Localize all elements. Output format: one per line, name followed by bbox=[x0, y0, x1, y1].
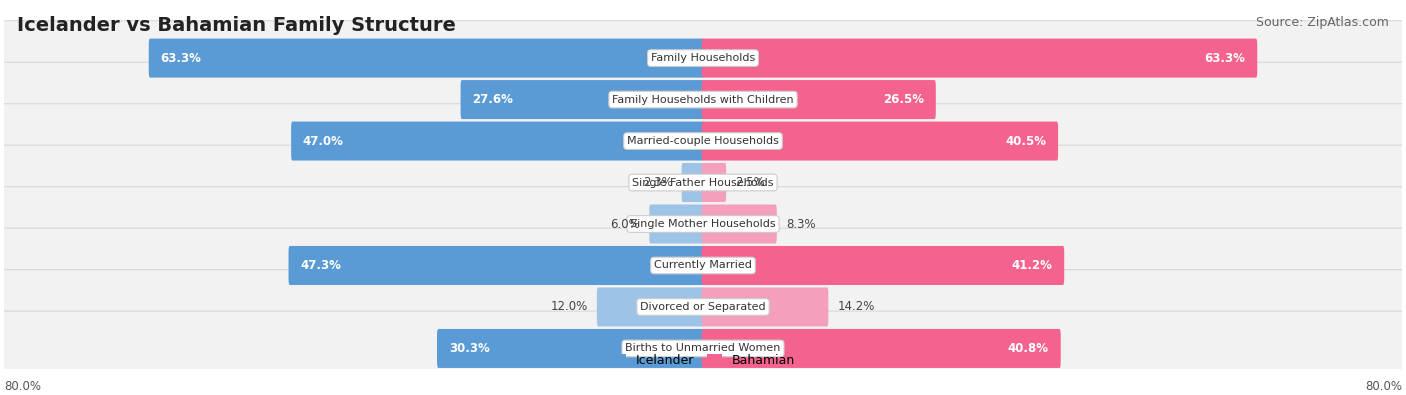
Text: 63.3%: 63.3% bbox=[1205, 52, 1246, 65]
Text: 63.3%: 63.3% bbox=[160, 52, 201, 65]
FancyBboxPatch shape bbox=[650, 205, 704, 243]
FancyBboxPatch shape bbox=[702, 246, 1064, 285]
FancyBboxPatch shape bbox=[702, 80, 936, 119]
Text: Source: ZipAtlas.com: Source: ZipAtlas.com bbox=[1256, 16, 1389, 29]
Text: Married-couple Households: Married-couple Households bbox=[627, 136, 779, 146]
FancyBboxPatch shape bbox=[149, 39, 704, 77]
Text: 2.5%: 2.5% bbox=[735, 176, 765, 189]
Text: Single Father Households: Single Father Households bbox=[633, 177, 773, 188]
Text: 80.0%: 80.0% bbox=[4, 380, 41, 393]
Text: 41.2%: 41.2% bbox=[1011, 259, 1053, 272]
FancyBboxPatch shape bbox=[0, 187, 1406, 261]
FancyBboxPatch shape bbox=[0, 311, 1406, 386]
Text: 12.0%: 12.0% bbox=[550, 301, 588, 314]
Text: Icelander vs Bahamian Family Structure: Icelander vs Bahamian Family Structure bbox=[17, 16, 456, 35]
Text: 8.3%: 8.3% bbox=[786, 218, 815, 231]
Text: Single Mother Households: Single Mother Households bbox=[630, 219, 776, 229]
Text: 30.3%: 30.3% bbox=[449, 342, 489, 355]
Text: 2.3%: 2.3% bbox=[643, 176, 672, 189]
FancyBboxPatch shape bbox=[702, 329, 1060, 368]
Text: 40.5%: 40.5% bbox=[1005, 135, 1046, 148]
FancyBboxPatch shape bbox=[0, 145, 1406, 220]
FancyBboxPatch shape bbox=[702, 163, 725, 202]
Text: 26.5%: 26.5% bbox=[883, 93, 924, 106]
Text: 6.0%: 6.0% bbox=[610, 218, 640, 231]
FancyBboxPatch shape bbox=[682, 163, 704, 202]
FancyBboxPatch shape bbox=[702, 122, 1059, 160]
FancyBboxPatch shape bbox=[0, 21, 1406, 96]
FancyBboxPatch shape bbox=[437, 329, 704, 368]
FancyBboxPatch shape bbox=[598, 288, 704, 327]
FancyBboxPatch shape bbox=[291, 122, 704, 160]
FancyBboxPatch shape bbox=[702, 39, 1257, 77]
Text: 40.8%: 40.8% bbox=[1008, 342, 1049, 355]
FancyBboxPatch shape bbox=[702, 288, 828, 327]
FancyBboxPatch shape bbox=[0, 228, 1406, 303]
FancyBboxPatch shape bbox=[461, 80, 704, 119]
FancyBboxPatch shape bbox=[0, 62, 1406, 137]
Text: 47.3%: 47.3% bbox=[301, 259, 342, 272]
Text: 47.0%: 47.0% bbox=[302, 135, 344, 148]
Text: Divorced or Separated: Divorced or Separated bbox=[640, 302, 766, 312]
FancyBboxPatch shape bbox=[0, 270, 1406, 344]
Text: 27.6%: 27.6% bbox=[472, 93, 513, 106]
Text: Family Households with Children: Family Households with Children bbox=[612, 94, 794, 105]
FancyBboxPatch shape bbox=[288, 246, 704, 285]
FancyBboxPatch shape bbox=[702, 205, 776, 243]
Text: Family Households: Family Households bbox=[651, 53, 755, 63]
Text: 80.0%: 80.0% bbox=[1365, 380, 1402, 393]
Legend: Icelander, Bahamian: Icelander, Bahamian bbox=[612, 354, 794, 367]
Text: Births to Unmarried Women: Births to Unmarried Women bbox=[626, 344, 780, 354]
Text: Currently Married: Currently Married bbox=[654, 260, 752, 271]
FancyBboxPatch shape bbox=[0, 104, 1406, 179]
Text: 14.2%: 14.2% bbox=[838, 301, 875, 314]
